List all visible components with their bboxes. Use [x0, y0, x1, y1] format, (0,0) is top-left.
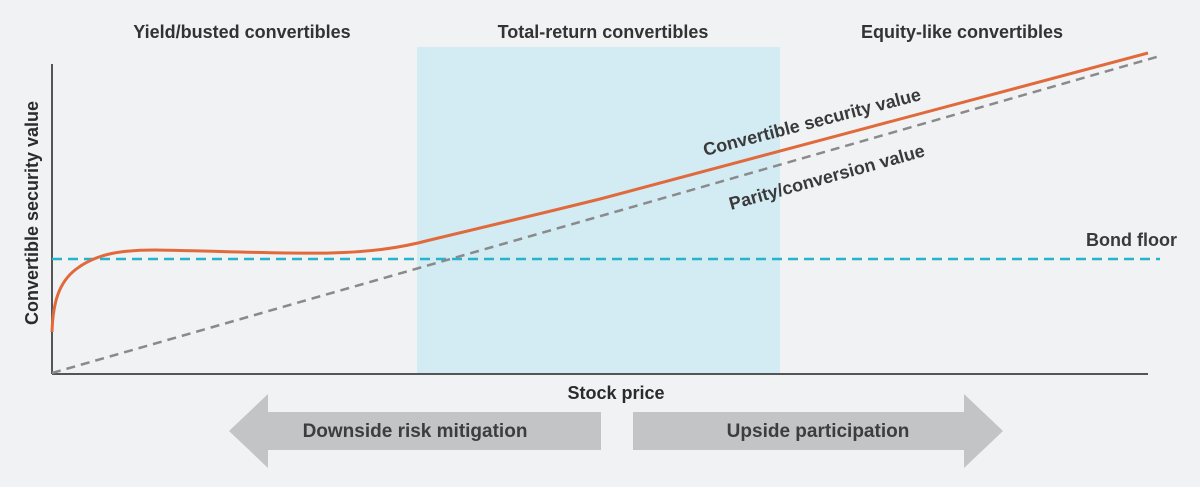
- region-label-total-return: Total-return convertibles: [498, 22, 709, 42]
- region-label-equity-like: Equity-like convertibles: [861, 22, 1063, 42]
- downside-arrow: [229, 394, 601, 468]
- upside-arrow-label: Upside participation: [727, 421, 910, 442]
- bond-floor-label: Bond floor: [1086, 230, 1177, 250]
- region-label-yield: Yield/busted convertibles: [133, 22, 350, 42]
- upside-arrow: [633, 394, 1003, 468]
- y-axis-label: Convertible security value: [22, 101, 42, 325]
- convertible-value-curve: [50, 51, 1149, 333]
- x-axis-label: Stock price: [567, 383, 664, 403]
- total-return-band: [417, 47, 780, 373]
- parity-line: [51, 54, 1161, 375]
- downside-arrow-label: Downside risk mitigation: [303, 421, 528, 442]
